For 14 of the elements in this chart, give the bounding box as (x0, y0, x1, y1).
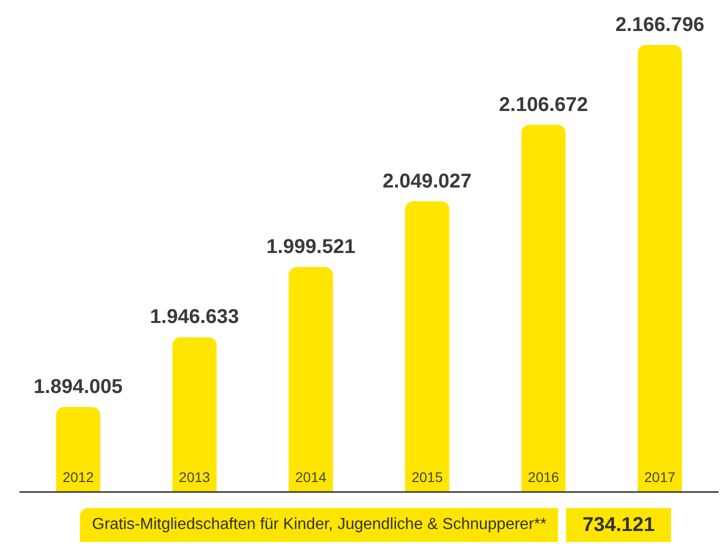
x-tick-label: 2015 (412, 469, 443, 485)
data-label: 2.049.027 (382, 170, 472, 192)
x-tick-label: 2013 (178, 469, 210, 485)
data-label: 2.106.672 (499, 94, 588, 116)
data-label: 1.894.005 (34, 376, 123, 398)
data-label: 2.166.796 (615, 14, 704, 36)
x-tick-label: 2016 (528, 469, 560, 485)
text: 734.121 (566, 508, 671, 542)
text: Gratis-Mitgliedschaften für Kinder, Jugendliche & Schnupperer** (80, 508, 558, 542)
x-tick-label: 2017 (644, 469, 676, 485)
data-label: 1.946.633 (150, 306, 239, 328)
x-tick-label: 2014 (295, 469, 327, 485)
x-tick-label: 2012 (62, 469, 94, 485)
data-label: 1.999.521 (266, 236, 356, 258)
